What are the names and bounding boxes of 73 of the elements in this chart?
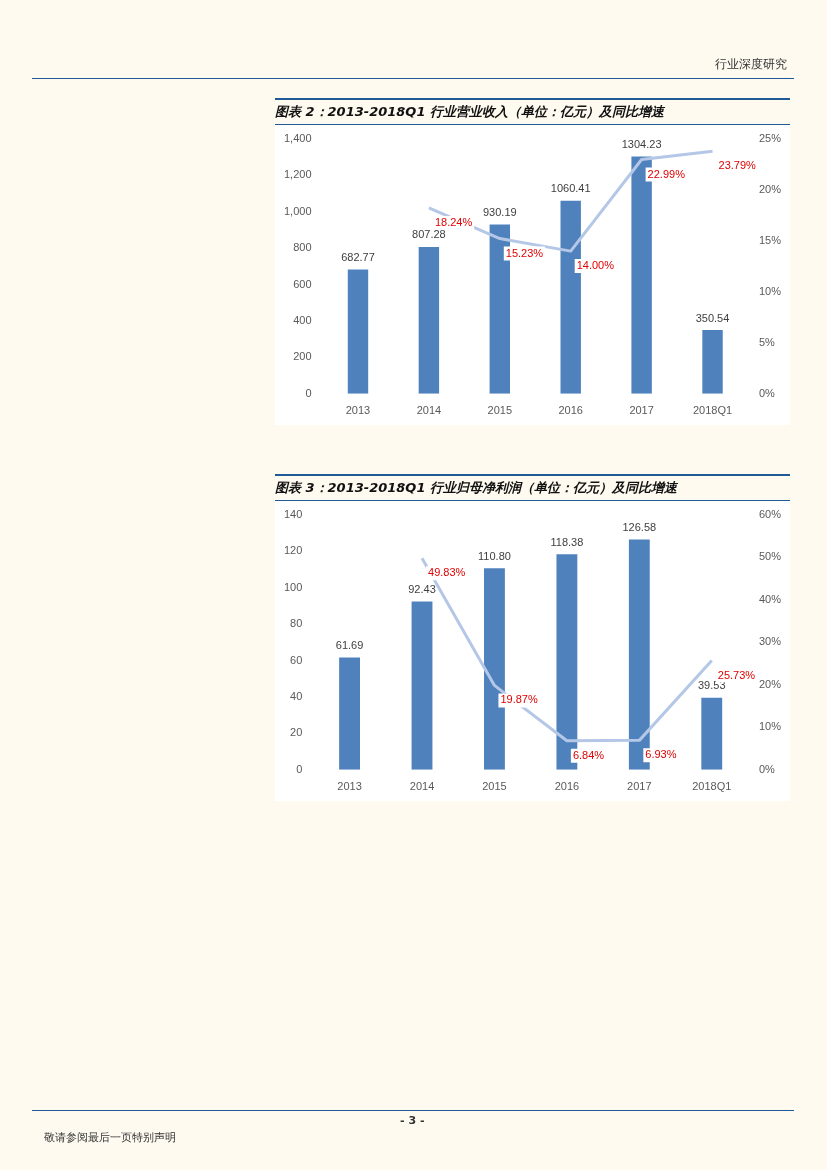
y-tick-label: 600 — [293, 277, 312, 290]
text: - 3 - — [400, 1114, 425, 1127]
x-tick-label: 2016 — [558, 404, 583, 417]
y-tick-label: 120 — [283, 544, 303, 557]
x-tick-label: 2013 — [345, 404, 371, 417]
bar — [347, 269, 369, 394]
x-tick-label: 2017 — [629, 404, 654, 417]
y-tick-label: 1,000 — [284, 204, 312, 217]
y2-tick-label: 60% — [758, 508, 782, 521]
data-label: 1060.41 — [550, 182, 591, 195]
y-tick-label: 800 — [293, 241, 312, 254]
y2-tick-label: 20% — [758, 182, 782, 195]
y-tick-label: 60 — [290, 653, 303, 666]
chart-title: 图表 2：2013-2018Q1 行业营业收入（单位：亿元）及同比增速 — [275, 98, 790, 125]
x-tick-label: 2013 — [337, 780, 362, 793]
x-tick-label: 2015 — [482, 780, 507, 793]
data-label: 118.38 — [550, 535, 584, 548]
data-label: 18.24% — [434, 215, 473, 228]
y2-tick-label: 40% — [758, 592, 782, 605]
x-tick-label: 2017 — [627, 780, 652, 793]
y2-tick-label: 25% — [758, 132, 782, 145]
y-tick-label: 0 — [305, 386, 312, 399]
data-label: 6.84% — [572, 748, 605, 761]
y-tick-label: 140 — [283, 508, 303, 521]
y-tick-label: 200 — [293, 350, 312, 363]
x-tick-label: 2018Q1 — [692, 404, 733, 417]
y-tick-label: 1,200 — [284, 168, 312, 181]
x-tick-label: 2014 — [416, 404, 442, 417]
y-tick-label: 40 — [290, 690, 303, 703]
data-label: 350.54 — [695, 311, 730, 324]
data-label: 23.79% — [718, 159, 757, 172]
chart-title: 图表 3：2013-2018Q1 行业归母净利润（单位：亿元）及同比增速 — [275, 474, 790, 501]
bar — [702, 330, 723, 394]
y2-tick-label: 0% — [758, 386, 776, 399]
y2-tick-label: 20% — [758, 677, 782, 690]
data-label: 15.23% — [505, 246, 544, 259]
data-label: 1304.23 — [621, 137, 662, 150]
data-label: 22.99% — [647, 167, 686, 180]
data-label: 110.80 — [478, 549, 511, 562]
data-label: 6.93% — [645, 748, 677, 761]
x-tick-label: 2016 — [554, 780, 580, 793]
data-label: 25.73% — [717, 668, 756, 681]
y-tick-label: 0 — [296, 762, 303, 775]
y2-tick-label: 50% — [758, 550, 782, 563]
x-tick-label: 2014 — [409, 780, 435, 793]
data-label: 126.58 — [622, 520, 657, 533]
x-tick-label: 2015 — [487, 404, 513, 417]
y-tick-label: 20 — [290, 726, 303, 739]
bar — [701, 697, 723, 770]
bar — [418, 246, 440, 394]
text: 行业深度研究 — [715, 56, 787, 73]
y2-tick-label: 10% — [758, 284, 782, 297]
y-tick-label: 100 — [283, 580, 303, 593]
data-label: 14.00% — [576, 259, 615, 272]
y-tick-label: 80 — [290, 617, 303, 630]
y2-tick-label: 10% — [758, 720, 782, 733]
text: 敬请参阅最后一页特别声明 — [44, 1130, 176, 1145]
data-label: 49.83% — [428, 566, 466, 579]
data-label: 807.28 — [412, 228, 446, 241]
y2-tick-label: 0% — [758, 762, 776, 775]
data-label: 19.87% — [500, 693, 538, 706]
data-label: 930.19 — [482, 206, 517, 219]
y2-tick-label: 5% — [758, 335, 776, 348]
y2-tick-label: 15% — [758, 233, 782, 246]
data-label: 92.43 — [408, 583, 436, 596]
y-tick-label: 1,400 — [284, 132, 312, 145]
bar — [411, 601, 433, 770]
y-tick-label: 400 — [293, 314, 312, 327]
bar — [339, 657, 360, 770]
x-tick-label: 2018Q1 — [692, 780, 732, 793]
y2-tick-label: 30% — [758, 635, 782, 648]
data-label: 682.77 — [341, 251, 375, 264]
data-label: 61.69 — [335, 639, 364, 652]
